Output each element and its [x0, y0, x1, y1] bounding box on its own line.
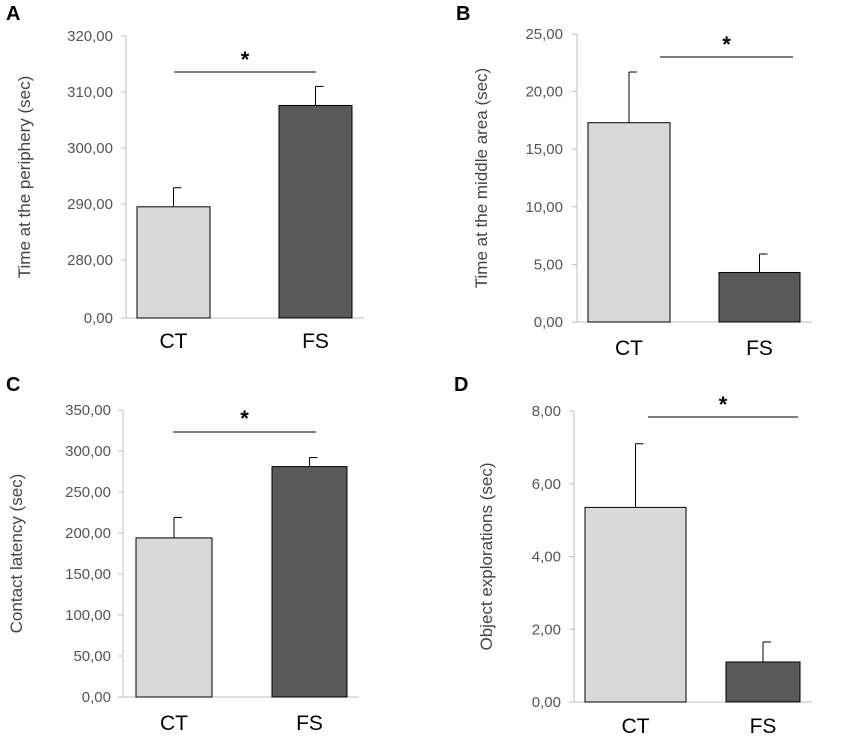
y-tick-label: 50,00	[73, 648, 111, 665]
y-tick-label: 300,00	[67, 140, 113, 157]
bar-fs	[271, 466, 348, 698]
panel-letter: D	[454, 374, 468, 396]
significance-star: *	[241, 47, 250, 72]
bar-ct	[587, 122, 671, 323]
bar-fs	[725, 661, 801, 703]
y-axis-label: Time at the middle area (sec)	[472, 68, 491, 288]
y-tick-label: 250,00	[65, 484, 111, 501]
panel-d: D 0,00 2,00 4,00 6,00 8,00 Object explorations…	[454, 374, 812, 738]
bar-ct	[136, 206, 211, 319]
significance-star: *	[722, 32, 731, 57]
category-label-ct: CT	[622, 715, 650, 738]
y-tick-label: 0,00	[532, 694, 561, 711]
y-tick-label: 4,00	[532, 549, 561, 566]
y-tick-label: 10,00	[525, 199, 563, 216]
panel-a: A 0,00 280,00 290,00 300,00 310,00 320,00 Time …	[6, 3, 364, 353]
y-tick-label: 290,00	[67, 196, 113, 213]
y-tick-label: 6,00	[532, 476, 561, 493]
y-tick-label: 5,00	[534, 256, 563, 273]
significance-star: *	[719, 392, 728, 417]
category-label-ct: CT	[615, 337, 643, 360]
y-tick-label: 2,00	[532, 621, 561, 638]
y-tick-label: 0,00	[84, 310, 113, 327]
panel-c: C 0,00 50,00 100,00 150,00 200,00 250,00 300,00…	[6, 374, 359, 735]
y-axis-label: Object explorations (sec)	[477, 462, 496, 650]
category-label-ct: CT	[160, 712, 188, 735]
y-tick-label: 150,00	[65, 566, 111, 583]
y-tick-label: 25,00	[525, 26, 563, 43]
bar-fs	[278, 104, 353, 319]
y-tick-label: 200,00	[65, 525, 111, 542]
y-tick-label: 320,00	[67, 28, 113, 45]
category-label-fs: FS	[302, 330, 329, 353]
bar-ct	[135, 537, 213, 698]
bar-ct	[584, 506, 687, 703]
significance-star: *	[240, 406, 249, 431]
y-tick-label: 0,00	[534, 314, 563, 331]
y-tick-label: 310,00	[67, 84, 113, 101]
y-tick-label: 100,00	[65, 607, 111, 624]
panel-letter: C	[6, 374, 20, 396]
panel-letter: B	[456, 3, 470, 25]
panel-letter: A	[6, 3, 20, 25]
y-axis-label: Time at the periphery (sec)	[15, 76, 34, 279]
y-tick-label: 0,00	[82, 689, 111, 706]
bar-fs	[718, 271, 801, 323]
panel-b: B 0,00 5,00 10,00 15,00 20,00 25,00 Time at the…	[456, 3, 812, 360]
category-label-fs: FS	[746, 337, 773, 360]
y-axis-label: Contact latency (sec)	[7, 474, 26, 634]
category-label-fs: FS	[296, 712, 323, 735]
category-label-ct: CT	[160, 330, 188, 353]
y-tick-label: 300,00	[65, 443, 111, 460]
y-tick-label: 8,00	[532, 403, 561, 420]
y-tick-label: 350,00	[65, 402, 111, 419]
category-label-fs: FS	[750, 715, 777, 738]
y-tick-label: 20,00	[525, 84, 563, 101]
y-tick-label: 15,00	[525, 141, 563, 158]
y-tick-label: 280,00	[67, 252, 113, 269]
